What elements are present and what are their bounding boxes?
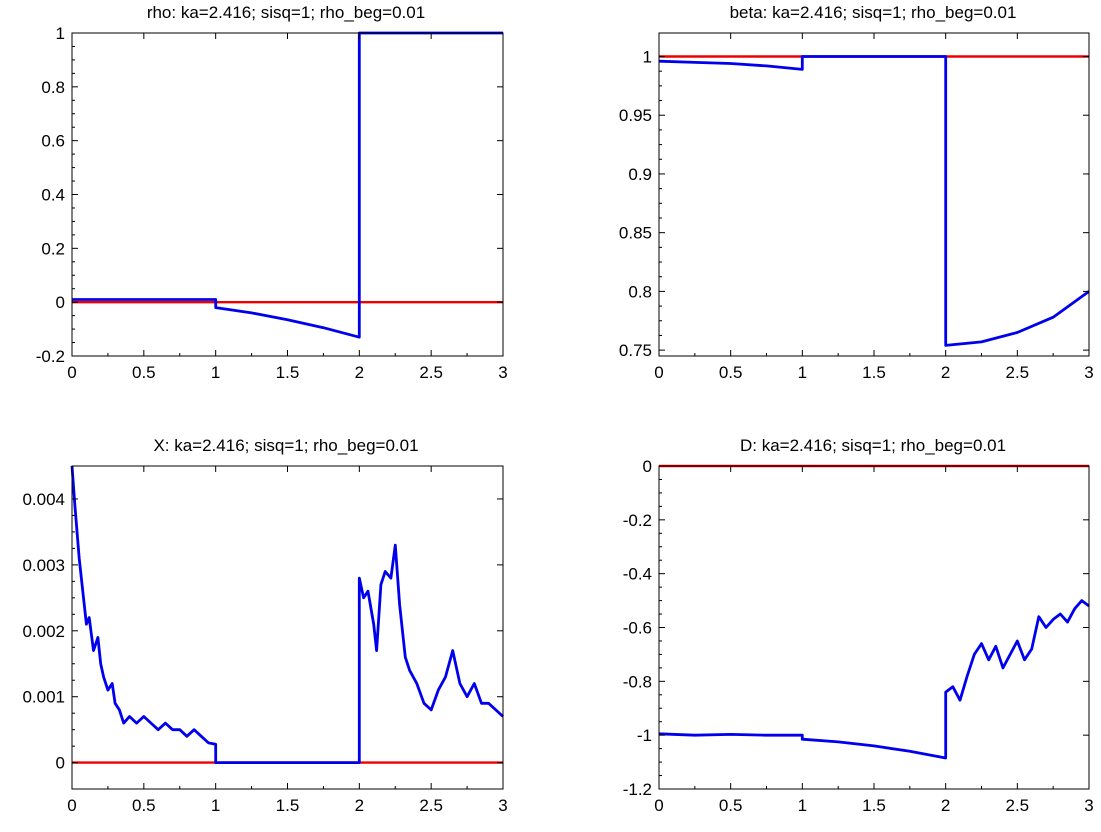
y-tick-label: 0.001: [22, 688, 65, 707]
y-tick-label: -1.2: [623, 780, 652, 799]
y-tick-label: -1: [637, 726, 652, 745]
x-tick-label: 1: [211, 796, 220, 815]
y-tick-label: 1: [56, 24, 65, 43]
y-tick-label: 0: [56, 293, 65, 312]
y-tick-label: 0.003: [22, 556, 65, 575]
x-tick-label: 1.5: [862, 796, 886, 815]
y-tick-label: 0.2: [41, 239, 65, 258]
axes-frame: [71, 465, 504, 790]
y-tick-label: 0.9: [628, 165, 652, 184]
y-tick-label: 0.8: [628, 282, 652, 301]
panel-title: beta: ka=2.416; sisq=1; rho_beg=0.01: [730, 3, 1017, 22]
x-tick-label: 0.5: [719, 796, 743, 815]
x-tick-label: 2.5: [1006, 796, 1030, 815]
y-tick-label: -0.2: [36, 347, 65, 366]
plot-area-x: 0 0.5 1 1.5 2 2.5 3 0 0.001 0.002 0.003 0.004: [22, 465, 508, 815]
series-line: [70, 465, 504, 764]
x-tick-label: 2: [941, 796, 950, 815]
x-tick-label: 0.5: [132, 796, 156, 815]
panel-rho: rho: ka=2.416; sisq=1; rho_beg=0.01 0 0.5…: [36, 3, 508, 382]
panel-x: X: ka=2.416; sisq=1; rho_beg=0.01 0 0.5 1 1…: [22, 436, 507, 815]
x-tick-label: 0: [654, 363, 663, 382]
panel-title: rho: ka=2.416; sisq=1; rho_beg=0.01: [147, 3, 425, 22]
series-line: [72, 31, 503, 339]
x-tick-label: 3: [498, 363, 507, 382]
x-tick-label: 1.5: [276, 796, 300, 815]
x-tick-label: 1: [798, 796, 807, 815]
axes-frame: [658, 32, 1090, 357]
x-tick-label: 2: [355, 363, 364, 382]
x-tick-label: 0.5: [132, 363, 156, 382]
x-tick-label: 0: [67, 796, 76, 815]
panel-d: D: ka=2.416; sisq=1; rho_beg=0.01 0 0.5 1 1…: [623, 436, 1094, 815]
x-tick-label: 0: [654, 796, 663, 815]
panel-title: D: ka=2.416; sisq=1; rho_beg=0.01: [740, 436, 1006, 455]
x-tick-label: 3: [498, 796, 507, 815]
x-tick-label: 1: [798, 363, 807, 382]
y-tick-label: 0.85: [619, 224, 652, 243]
y-tick-label: 1: [643, 47, 652, 66]
x-tick-label: 2.5: [419, 363, 443, 382]
x-tick-label: 3: [1084, 796, 1093, 815]
y-tick-label: 0.004: [22, 490, 65, 509]
x-tick-label: 2.5: [1006, 363, 1030, 382]
y-tick-label: 0.4: [41, 186, 65, 205]
y-tick-label: 0: [643, 457, 652, 476]
y-tick-label: 0.95: [619, 106, 652, 125]
x-tick-label: 3: [1084, 363, 1093, 382]
plot-area-d: 0 0.5 1 1.5 2 2.5 3 -1.2 -1 -0.8 -0.6 -0.4 -0.2 0: [623, 457, 1094, 815]
x-tick-label: 2.5: [419, 796, 443, 815]
y-tick-label: 0: [56, 754, 65, 773]
y-tick-label: 0.6: [41, 132, 65, 151]
y-tick-label: -0.2: [623, 511, 652, 530]
x-tick-label: 1.5: [276, 363, 300, 382]
y-tick-label: 0.8: [41, 78, 65, 97]
panel-title: X: ka=2.416; sisq=1; rho_beg=0.01: [153, 436, 418, 455]
axes-frame: [658, 465, 1090, 790]
x-tick-label: 0: [67, 363, 76, 382]
y-tick-label: 0.75: [619, 341, 652, 360]
x-tick-label: 2: [941, 363, 950, 382]
x-tick-label: 1: [211, 363, 220, 382]
plot-area-rho: 0 0.5 1 1.5 2 2.5 3-0.200.20.40.60.81: [36, 24, 508, 382]
y-tick-label: -0.6: [623, 619, 652, 638]
plot-area-beta: 0 0.5 1 1.5 2 2.5 3 0.75 0.8 0.85 0.9 0.95 1: [619, 32, 1094, 382]
x-tick-label: 2: [355, 796, 364, 815]
x-tick-label: 1.5: [862, 363, 886, 382]
x-tick-label: 0.5: [719, 363, 743, 382]
y-tick-label: 0.002: [22, 622, 65, 641]
y-tick-label: -0.4: [623, 565, 652, 584]
panel-beta: beta: ka=2.416; sisq=1; rho_beg=0.01 0 0.…: [619, 3, 1094, 382]
series-line: [658, 55, 1090, 347]
series-line: [658, 599, 1090, 760]
axes-frame: [71, 32, 504, 357]
y-tick-label: -0.8: [623, 672, 652, 691]
